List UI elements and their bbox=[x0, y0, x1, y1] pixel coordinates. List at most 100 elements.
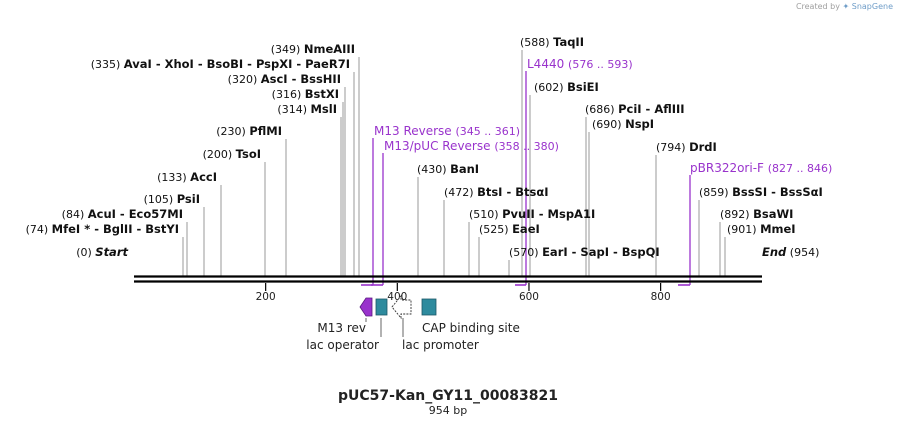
feature-label-lac-promoter: lac promoter bbox=[402, 338, 479, 352]
enzyme-label-eaei: (525) EaeI bbox=[479, 222, 540, 236]
enzyme-label-btsi-bts-i: (472) BtsI - BtsαI bbox=[444, 185, 549, 199]
enzyme-name: BssSI - BssSαI bbox=[732, 185, 823, 199]
enzyme-label-asci-bsshii: (320) AscI - BssHII bbox=[228, 72, 341, 86]
enzyme-name: BsaWI bbox=[753, 207, 793, 221]
enzyme-label-bstxi: (316) BstXI bbox=[272, 87, 339, 101]
enzyme-position: (525) bbox=[479, 223, 512, 236]
enzyme-label-msli: (314) MslI bbox=[277, 102, 337, 116]
enzyme-name: BanI bbox=[450, 162, 479, 176]
enzyme-name: PciI - AflIII bbox=[618, 102, 685, 116]
enzyme-name: End bbox=[762, 245, 787, 259]
enzyme-position: (133) bbox=[157, 171, 190, 184]
enzyme-name: PflMI bbox=[249, 124, 282, 138]
position-ruler: 200 400 600 800 bbox=[256, 283, 671, 303]
enzyme-name: TsoI bbox=[236, 147, 261, 161]
primer-name: L4440 bbox=[527, 57, 568, 71]
enzyme-name: EarI - SapI - BspQI bbox=[542, 245, 660, 259]
credit-prefix: Created by bbox=[795, 2, 840, 11]
enzyme-name: BstXI bbox=[305, 87, 339, 101]
enzyme-label-nspi: (690) NspI bbox=[592, 117, 654, 131]
enzyme-label-nmeaiii: (349) NmeAIII bbox=[271, 42, 355, 56]
enzyme-position: (690) bbox=[592, 118, 625, 131]
enzyme-label-psii: (105) PsiI bbox=[144, 192, 200, 206]
enzyme-label-bsiei: (602) BsiEI bbox=[534, 80, 599, 94]
enzyme-position: (588) bbox=[520, 36, 553, 49]
enzyme-position: (0) bbox=[76, 246, 95, 259]
map-length: 954 bp bbox=[429, 404, 467, 417]
enzyme-position: (686) bbox=[585, 103, 618, 116]
enzyme-label-acci: (133) AccI bbox=[157, 170, 217, 184]
enzyme-name: Start bbox=[95, 245, 128, 259]
enzyme-label-pflmi: (230) PflMI bbox=[216, 124, 282, 138]
enzyme-name: AvaI - XhoI - BsoBI - PspXI - PaeR7I bbox=[124, 57, 350, 71]
primer-labels: M13 Reverse (345 .. 361)M13/pUC Reverse … bbox=[374, 57, 832, 175]
enzyme-label-tsoi: (200) TsoI bbox=[203, 147, 261, 161]
cap-binding-site-box bbox=[421, 298, 437, 316]
enzyme-position: (859) bbox=[699, 186, 732, 199]
primer-range: (827 .. 846) bbox=[768, 162, 833, 175]
enzyme-name: TaqII bbox=[553, 35, 584, 49]
primer-label-m13-puc-reverse: M13/pUC Reverse (358 .. 380) bbox=[384, 139, 559, 153]
enzyme-label-acui-eco57mi: (84) AcuI - Eco57MI bbox=[62, 207, 183, 221]
primer-name: M13/pUC Reverse bbox=[384, 139, 494, 153]
enzyme-name: AccI bbox=[190, 170, 217, 184]
enzyme-name: PvuII - MspA1I bbox=[502, 207, 595, 221]
enzyme-position: (794) bbox=[656, 141, 689, 154]
enzyme-position: (472) bbox=[444, 186, 477, 199]
enzyme-label-drdi: (794) DrdI bbox=[656, 140, 717, 154]
enzyme-name: EaeI bbox=[512, 222, 540, 236]
primer-label-pbr322ori-f: pBR322ori-F (827 .. 846) bbox=[690, 161, 832, 175]
enzyme-label-taqii: (588) TaqII bbox=[520, 35, 584, 49]
enzyme-name: NmeAIII bbox=[304, 42, 355, 56]
ruler-tick-label: 800 bbox=[651, 291, 671, 303]
primer-label-l4440: L4440 (576 .. 593) bbox=[527, 57, 633, 71]
enzyme-label-bsawi: (892) BsaWI bbox=[720, 207, 793, 221]
enzyme-label-pvuii-mspa1i: (510) PvuII - MspA1I bbox=[469, 207, 595, 221]
feature-label-lac-operator: lac operator bbox=[306, 338, 379, 352]
enzyme-position: (74) bbox=[26, 223, 52, 236]
ruler-tick-label: 200 bbox=[256, 291, 276, 303]
enzyme-position: (84) bbox=[62, 208, 88, 221]
primer-range: (345 .. 361) bbox=[456, 125, 521, 138]
enzyme-name: NspI bbox=[625, 117, 654, 131]
enzyme-position: (314) bbox=[277, 103, 310, 116]
enzyme-label-bsssi-bsss-i: (859) BssSI - BssSαI bbox=[699, 185, 823, 199]
enzyme-name: BsiEI bbox=[567, 80, 599, 94]
lac-operator-box bbox=[375, 298, 388, 316]
enzyme-position: (892) bbox=[720, 208, 753, 221]
enzyme-position: (200) bbox=[203, 148, 236, 161]
m13-rev-arrow bbox=[359, 297, 373, 317]
feature-track bbox=[359, 294, 437, 320]
lac-promoter-arrow bbox=[391, 294, 412, 320]
enzyme-position: (335) bbox=[91, 58, 124, 71]
primer-range: (358 .. 380) bbox=[494, 140, 559, 153]
enzyme-position: (570) bbox=[509, 246, 542, 259]
enzyme-labels: (0) Start (74) MfeI * - BglII - BstYI(84)… bbox=[26, 35, 823, 259]
enzyme-name: BtsI - BtsαI bbox=[477, 185, 548, 199]
enzyme-lines bbox=[182, 50, 726, 276]
map-title: pUC57-Kan_GY11_00083821 bbox=[338, 388, 558, 404]
enzyme-position: (901) bbox=[727, 223, 760, 236]
enzyme-label-start: (0) Start bbox=[76, 245, 128, 259]
ruler-tick-label: 600 bbox=[519, 291, 539, 303]
enzyme-name: MfeI * - BglII - BstYI bbox=[52, 222, 179, 236]
enzyme-name: AcuI - Eco57MI bbox=[88, 207, 183, 221]
sequence-backbone bbox=[134, 275, 762, 283]
snapgene-logo-icon: ✦ bbox=[842, 2, 850, 11]
enzyme-name: MslI bbox=[310, 102, 337, 116]
credit-brand: SnapGene bbox=[851, 2, 893, 11]
enzyme-label-bani: (430) BanI bbox=[417, 162, 479, 176]
primer-name: M13 Reverse bbox=[374, 124, 456, 138]
enzyme-position: (320) bbox=[228, 73, 261, 86]
enzyme-label-eari-sapi-bspqi: (570) EarI - SapI - BspQI bbox=[509, 245, 660, 259]
enzyme-name: PsiI bbox=[177, 192, 200, 206]
enzyme-position: (105) bbox=[144, 193, 177, 206]
primer-label-m13-reverse: M13 Reverse (345 .. 361) bbox=[374, 124, 520, 138]
enzyme-position: (230) bbox=[216, 125, 249, 138]
enzyme-label-mfei-bglii-bstyi: (74) MfeI * - BglII - BstYI bbox=[26, 222, 179, 236]
feature-label-cap-binding-site: CAP binding site bbox=[422, 321, 520, 335]
enzyme-position: (602) bbox=[534, 81, 567, 94]
enzyme-label-pcii-afliii: (686) PciI - AflIII bbox=[585, 102, 685, 116]
credit: Created by ✦ SnapGene bbox=[796, 2, 893, 11]
